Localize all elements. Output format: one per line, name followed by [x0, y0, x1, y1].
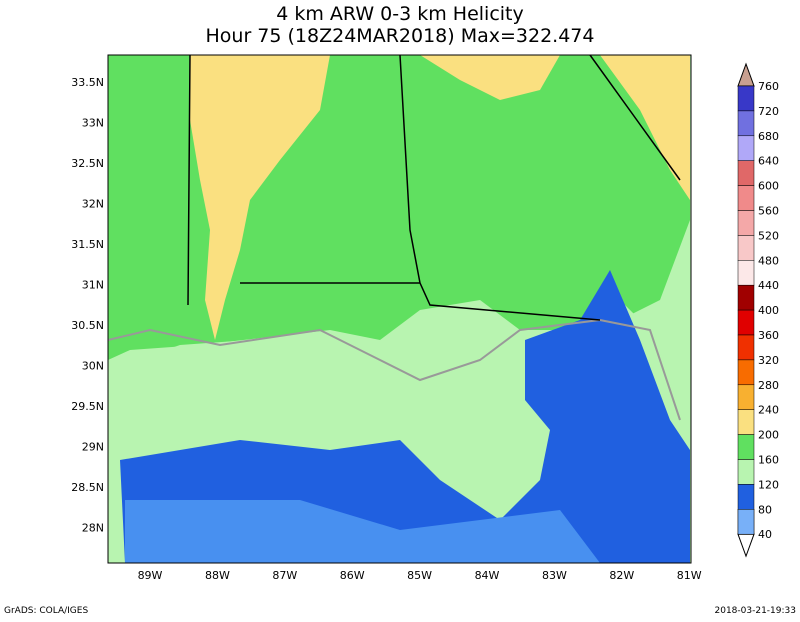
colorbar-label: 40 [758, 528, 772, 541]
state-borders [187, 54, 681, 321]
colorbar-label: 160 [758, 454, 779, 467]
colorbar-box [737, 85, 755, 112]
region-yellow [190, 55, 330, 340]
colorbar-label: 240 [758, 404, 779, 417]
lat-label: 31N [82, 279, 104, 292]
colorbar-box [737, 459, 755, 485]
colorbar-box [737, 160, 755, 186]
lat-label: 28.5N [71, 481, 104, 494]
colorbar-label: 640 [758, 155, 779, 168]
footer-right: 2018-03-21-19:33 [715, 606, 797, 616]
title: 4 km ARW 0-3 km Helicity [276, 3, 524, 25]
lon-label: 87W [272, 569, 297, 582]
colorbar-label: 200 [758, 429, 779, 442]
colorbar-label: 600 [758, 180, 779, 193]
colorbar-label: 320 [758, 354, 779, 367]
lat-label: 29N [82, 441, 104, 454]
colorbar-box [737, 309, 755, 336]
lon-label: 88W [205, 569, 230, 582]
footer-left: GrADS: COLA/IGES [4, 606, 88, 616]
lat-label: 32.5N [71, 157, 104, 170]
lat-label: 30N [82, 360, 104, 373]
region-yellow [420, 55, 560, 100]
lat-label: 33.5N [71, 76, 104, 89]
lat-label: 29.5N [71, 400, 104, 413]
colorbar-label: 680 [758, 130, 779, 143]
colorbar-box [737, 110, 755, 137]
colorbar-label: 360 [758, 329, 779, 342]
colorbar-box [737, 509, 755, 535]
colorbar-label: 400 [758, 304, 779, 317]
colorbar-box [737, 135, 755, 161]
lat-label: 31.5N [71, 238, 104, 251]
map [107, 54, 692, 564]
lat-label: 28N [82, 522, 104, 535]
colorbar-label: 280 [758, 379, 779, 392]
colorbar-label: 120 [758, 478, 779, 491]
colorbar-box [737, 260, 755, 286]
lon-label: 83W [542, 569, 567, 582]
colorbar-box [737, 434, 755, 460]
lat-label: 30.5N [71, 319, 104, 332]
lon-label: 86W [340, 569, 365, 582]
lon-label: 81W [677, 569, 702, 582]
colorbar-label: 480 [758, 254, 779, 267]
map-frame [107, 54, 692, 564]
colorbar-box [737, 210, 755, 236]
colorbar-box [737, 484, 755, 510]
colorbar-label: 760 [758, 80, 779, 93]
colorbar-box [737, 334, 755, 361]
colorbar-box [737, 409, 755, 435]
lon-label: 85W [407, 569, 432, 582]
axis-labels: 33.5N 33N 32.5N 32N 31.5N 31N 30.5N 30N 29.5N 29N… [71, 76, 701, 582]
colorbar-label: 560 [758, 205, 779, 218]
lat-label: 33N [82, 117, 104, 130]
colorbar: 760 720 680 640 600 560 520 480 440 400 360 320 280 2… [737, 62, 779, 558]
lon-label: 82W [609, 569, 634, 582]
colorbar-label: 520 [758, 229, 779, 242]
colorbar-box [737, 185, 755, 211]
colorbar-box [737, 284, 755, 311]
region-midblue [125, 500, 600, 563]
coastline [107, 318, 681, 421]
colorbar-box [737, 384, 755, 410]
lon-label: 89W [138, 569, 163, 582]
lat-label: 32N [82, 198, 104, 211]
lon-label: 84W [475, 569, 500, 582]
colorbar-box [737, 359, 755, 386]
region-blue [120, 270, 690, 563]
colorbar-label: 720 [758, 105, 779, 118]
colorbar-box [737, 235, 755, 261]
colorbar-label: 440 [758, 279, 779, 292]
subtitle: Hour 75 (18Z24MAR2018) Max=322.474 [206, 25, 595, 47]
colorbar-label: 80 [758, 503, 772, 516]
